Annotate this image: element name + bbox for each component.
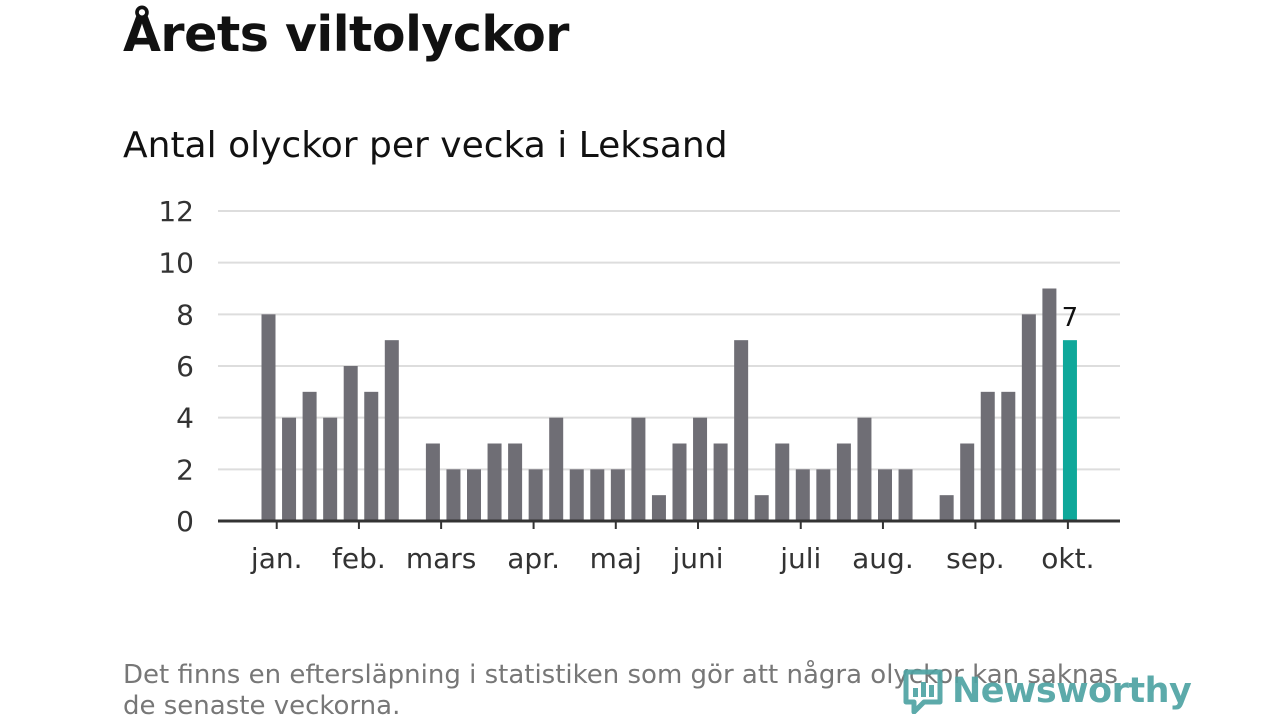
y-tick-label: 12: [158, 195, 194, 228]
bar-week-15: [549, 417, 564, 521]
bar-week-13: [508, 443, 523, 521]
bar-week-35: [960, 443, 975, 521]
bar-week-30: [857, 417, 872, 521]
bar-week-27: [795, 469, 810, 521]
newsworthy-logo-icon: [903, 669, 943, 714]
x-tick-label: mars: [406, 542, 477, 575]
newsworthy-logo: Newsworthy: [902, 668, 1192, 714]
y-tick-label: 4: [176, 402, 194, 435]
bar-week-7: [384, 340, 399, 521]
x-tick-label: juni: [671, 542, 723, 575]
bar-week-1: [261, 314, 276, 521]
bar-week-9: [425, 443, 440, 521]
x-tick-label: jan.: [250, 542, 303, 575]
bar-week-21: [672, 443, 687, 521]
bar-week-24: [734, 340, 749, 521]
bar-week-12: [487, 443, 502, 521]
bar-week-14: [528, 469, 543, 521]
bar-week-34: [939, 495, 954, 521]
bar-week-4: [323, 417, 338, 521]
bar-week-32: [898, 469, 913, 521]
bar-week-26: [775, 443, 790, 521]
bar-week-38: [1021, 314, 1036, 521]
bar-week-39: [1042, 288, 1057, 521]
bar-week-23: [713, 443, 728, 521]
x-tick-label: maj: [590, 542, 642, 575]
x-tick-label: apr.: [507, 542, 560, 575]
footnote: Det finns en eftersläpning i statistiken…: [123, 660, 1118, 721]
data-label-latest: 7: [1062, 303, 1079, 333]
chart-subtitle: Antal olyckor per vecka i Leksand: [123, 125, 728, 166]
bar-week-37: [1001, 391, 1016, 521]
x-tick-label: sep.: [946, 542, 1005, 575]
bar-week-28: [816, 469, 831, 521]
bar-week-11: [467, 469, 481, 521]
bar-week-20: [651, 495, 666, 521]
bar-week-6: [364, 391, 379, 521]
y-tick-label: 2: [176, 453, 194, 486]
bar-week-18: [610, 469, 625, 521]
bar-week-31: [878, 469, 892, 521]
y-axis-ticks: 0 2 4 6 8 10 12: [158, 195, 194, 538]
x-tick-label: juli: [779, 542, 821, 575]
bar-latest-week: [1062, 340, 1077, 521]
y-tick-label: 8: [176, 298, 194, 331]
y-tick-label: 0: [176, 505, 194, 538]
chart-title: Årets viltolyckor: [123, 6, 569, 63]
bar-week-36: [980, 391, 995, 521]
bar-week-5: [343, 366, 358, 521]
x-axis-ticks: jan. feb. mars apr. maj juni juli aug. sep. okt.: [250, 521, 1095, 575]
bars: [261, 288, 1077, 521]
newsworthy-logo-text: Newsworthy: [952, 671, 1192, 711]
bar-week-25: [754, 495, 769, 521]
x-tick-label: aug.: [852, 542, 914, 575]
y-tick-label: 6: [176, 350, 194, 383]
bar-week-22: [693, 417, 708, 521]
bar-week-2: [282, 417, 297, 521]
bar-week-10: [446, 469, 461, 521]
bar-week-29: [836, 443, 851, 521]
bar-week-19: [631, 417, 646, 521]
bar-week-16: [569, 469, 584, 521]
x-tick-label: feb.: [332, 542, 386, 575]
bar-chart: 0 2 4 6 8 10 12 jan. feb. mars apr. maj juni juli aug…: [158, 195, 1120, 575]
bar-week-3: [302, 391, 317, 521]
y-tick-label: 10: [158, 247, 194, 280]
bar-week-17: [590, 469, 605, 521]
x-tick-label: okt.: [1041, 542, 1094, 575]
